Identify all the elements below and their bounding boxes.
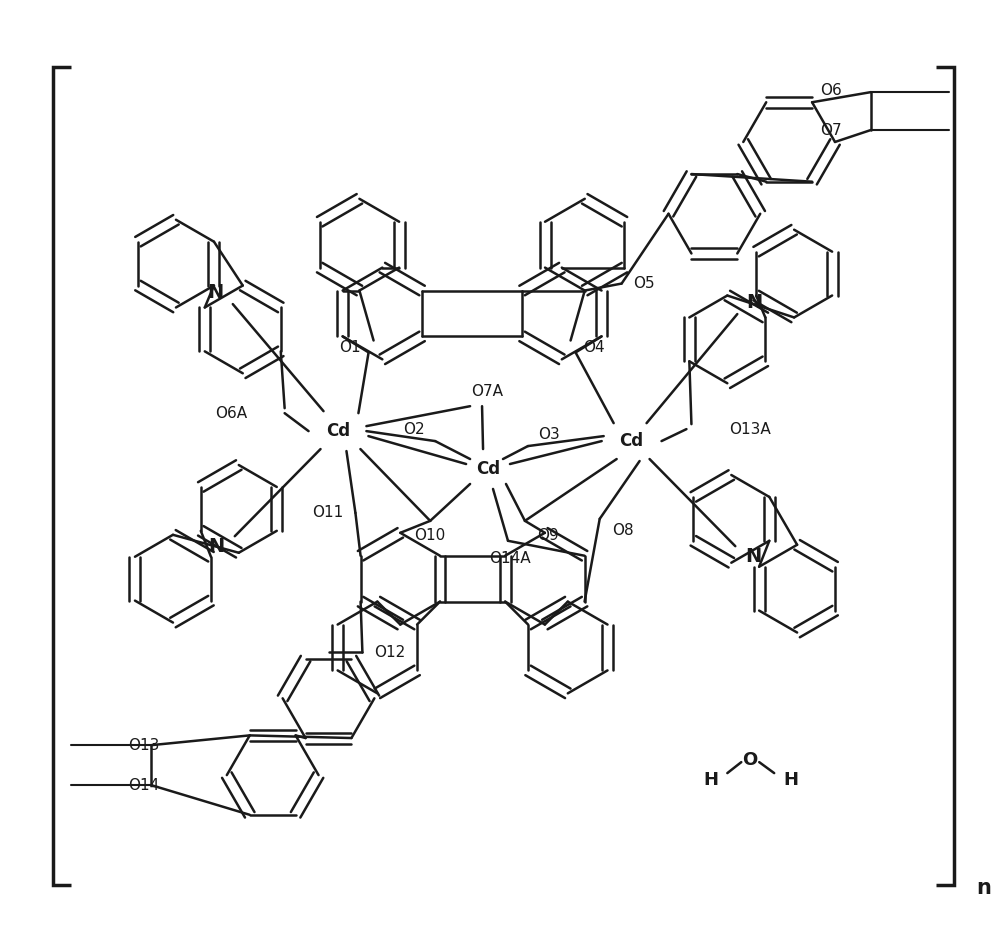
Text: H: H (704, 771, 719, 789)
Text: Cd: Cd (326, 423, 351, 440)
Text: O8: O8 (612, 523, 633, 538)
Text: N: N (746, 293, 762, 311)
Text: H: H (784, 771, 799, 789)
Text: O10: O10 (415, 528, 446, 543)
Text: Cd: Cd (476, 460, 500, 478)
Text: O2: O2 (404, 422, 425, 437)
Text: N: N (209, 536, 225, 556)
Text: n: n (977, 878, 991, 898)
Text: O11: O11 (312, 505, 343, 520)
Text: N: N (208, 282, 224, 302)
Text: N: N (745, 547, 761, 566)
Text: O5: O5 (634, 276, 655, 291)
Text: O14: O14 (128, 777, 159, 792)
Text: O7A: O7A (471, 384, 503, 399)
Text: O: O (742, 751, 757, 769)
Text: Cd: Cd (620, 432, 644, 450)
Text: O7: O7 (820, 122, 842, 137)
Text: O13: O13 (128, 738, 159, 753)
Text: O3: O3 (538, 426, 560, 441)
Text: O6: O6 (820, 83, 842, 98)
Text: O9: O9 (537, 528, 559, 543)
Text: O14A: O14A (489, 551, 531, 566)
Text: O6A: O6A (216, 406, 248, 421)
Text: O1: O1 (339, 340, 361, 355)
Text: O12: O12 (374, 645, 406, 660)
Text: O4: O4 (584, 340, 605, 355)
Text: O13A: O13A (729, 422, 771, 437)
